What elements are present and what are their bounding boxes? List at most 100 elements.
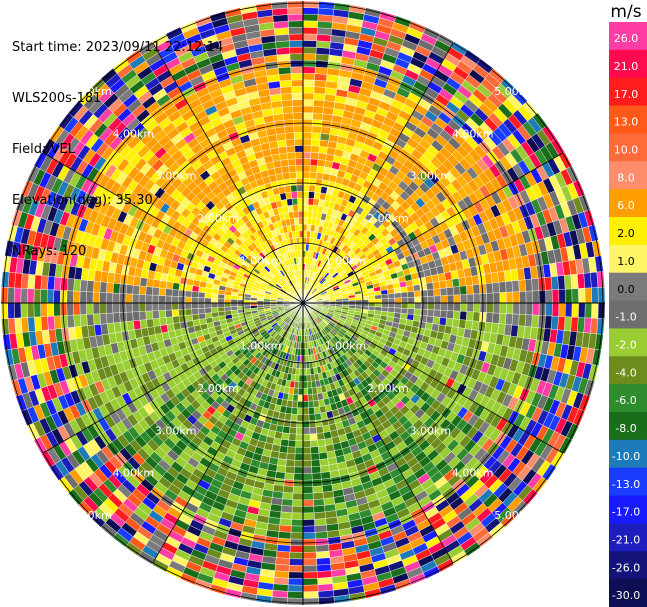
velocity-gate [466,285,474,295]
velocity-gate [165,309,173,318]
velocity-gate [318,596,335,605]
velocity-gate [432,281,441,290]
velocity-gate [73,278,82,292]
velocity-gate [302,407,309,415]
velocity-gate [33,302,41,318]
velocity-gate [433,302,442,311]
velocity-gate [302,73,316,81]
velocity-gate [307,387,313,395]
velocity-gate [440,302,448,311]
velocity-gate [307,211,313,219]
velocity-gate [178,315,187,323]
velocity-gate [591,287,599,304]
velocity-gate [473,302,481,313]
velocity-gate [453,302,461,312]
velocity-gate [164,302,173,311]
velocity-gate [86,302,94,315]
velocity-gate [294,447,304,455]
velocity-gate [512,291,520,304]
velocity-gate [210,298,218,304]
velocity-gate [314,524,328,533]
velocity-gate [73,314,82,328]
velocity-gate [291,400,298,409]
velocity-gate [305,355,310,363]
velocity-gate [302,33,318,41]
velocity-gate [302,447,312,455]
velocity-gate [302,86,315,94]
velocity-gate [445,317,454,327]
velocity-gate [315,419,323,428]
velocity-gate [280,511,293,520]
velocity-gate [1,318,10,335]
velocity-gate [34,316,42,332]
velocity-gate [151,302,159,312]
velocity-gate [291,512,304,520]
velocity-gate [355,296,363,301]
velocity-gate [486,302,494,314]
velocity-gate [292,486,304,494]
velocity-gate [518,314,527,327]
velocity-gate [511,313,520,326]
velocity-gate [295,433,304,442]
velocity-gate [66,314,75,328]
velocity-gate [302,158,311,166]
velocity-gate [472,311,481,322]
velocity-gate [306,374,312,382]
velocity-gate [302,414,310,422]
velocity-gate [302,460,312,468]
velocity-gate [138,285,147,295]
velocity-gate [307,394,314,402]
velocity-gate [302,519,315,527]
velocity-gate [318,1,335,10]
velocity-gate [316,165,325,174]
velocity-gate [550,315,559,330]
velocity-gate [466,293,474,304]
velocity-gate [315,550,330,559]
velocity-gate [172,315,180,324]
velocity-gate [302,164,311,173]
velocity-gate [1,271,10,288]
velocity-gate [291,506,304,514]
velocity-gate [191,308,199,315]
velocity-gate [302,0,319,9]
velocity-gate [289,545,304,553]
velocity-gate [413,308,422,316]
velocity-gate [184,290,193,298]
velocity-gate [93,313,101,326]
velocity-gate [413,314,421,322]
velocity-gate [302,591,319,599]
velocity-gate [86,291,94,304]
velocity-gate [47,315,56,330]
velocity-gate [295,440,304,448]
velocity-gate [224,306,232,312]
velocity-gate [511,280,520,293]
velocity-gate [308,197,315,206]
velocity-gate [550,276,559,291]
velocity-gate [151,294,159,304]
velocity-gate [312,492,324,500]
velocity-gate [184,308,193,316]
velocity-gate [311,132,321,140]
velocity-gate [420,302,428,310]
velocity-gate [158,302,166,311]
velocity-gate [439,317,447,326]
velocity-gate [132,311,140,321]
velocity-gate [40,275,49,290]
velocity-gate [290,413,298,422]
velocity-gate [298,374,304,382]
velocity-gate [387,293,395,299]
velocity-gate [302,105,314,114]
velocity-gate [33,288,41,304]
velocity-gate [204,312,213,319]
velocity-gate [544,315,553,330]
velocity-gate [302,473,313,481]
velocity-gate [545,302,553,317]
velocity-gate [551,302,560,317]
velocity-gate [197,302,205,309]
velocity-gate [99,281,108,293]
velocity-gate [289,551,304,560]
velocity-gate [319,458,329,467]
velocity-gate [308,407,315,415]
velocity-gate [276,544,291,553]
velocity-gate [302,79,315,87]
